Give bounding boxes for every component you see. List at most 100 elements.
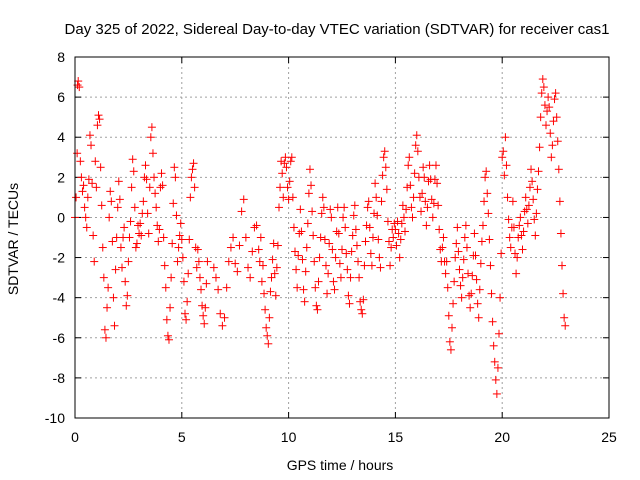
data-point — [465, 291, 474, 300]
data-point — [413, 147, 422, 156]
data-point — [497, 249, 506, 258]
y-tick-label: 4 — [57, 129, 65, 145]
data-point — [411, 141, 420, 150]
data-point — [191, 243, 200, 252]
data-point — [341, 223, 350, 232]
data-point — [312, 301, 321, 310]
data-point — [475, 285, 484, 294]
data-point — [559, 289, 568, 298]
data-point — [309, 231, 318, 240]
data-point — [366, 249, 375, 258]
data-point — [372, 193, 381, 202]
data-point — [83, 193, 92, 202]
data-point — [484, 209, 493, 218]
data-point — [122, 301, 131, 310]
data-point — [110, 321, 119, 330]
data-point — [92, 183, 101, 192]
data-point — [444, 311, 453, 320]
data-point — [233, 267, 242, 276]
data-point — [504, 215, 513, 224]
x-tick-label: 0 — [71, 429, 79, 445]
data-point — [114, 177, 123, 186]
data-point — [231, 259, 240, 268]
data-point — [481, 173, 490, 182]
data-point — [222, 283, 231, 292]
data-point — [397, 219, 406, 228]
data-point — [466, 303, 475, 312]
data-point — [501, 133, 510, 142]
data-point — [555, 197, 564, 206]
data-point — [325, 239, 334, 248]
data-point — [536, 113, 545, 122]
data-point — [159, 233, 168, 242]
plot-frame — [74, 56, 610, 419]
data-point — [239, 195, 248, 204]
data-point — [211, 273, 220, 282]
data-point — [200, 319, 209, 328]
data-point — [101, 333, 110, 342]
data-point — [244, 263, 253, 272]
data-point — [141, 161, 150, 170]
data-point — [419, 163, 428, 172]
data-point — [250, 223, 259, 232]
data-point — [310, 257, 319, 266]
data-point — [291, 247, 300, 256]
data-point — [173, 257, 182, 266]
data-point — [155, 225, 164, 234]
data-point — [352, 241, 361, 250]
data-point — [527, 165, 536, 174]
data-point — [84, 175, 93, 184]
data-point — [124, 257, 133, 266]
data-point — [171, 173, 180, 182]
data-point — [434, 201, 443, 210]
data-point — [303, 219, 312, 228]
data-point — [126, 217, 135, 226]
data-point — [172, 211, 181, 220]
data-point — [271, 291, 280, 300]
data-point — [545, 103, 554, 112]
x-tick-label: 20 — [494, 429, 510, 445]
data-point — [201, 303, 210, 312]
data-point — [493, 363, 502, 372]
data-point — [257, 277, 266, 286]
data-point — [108, 237, 117, 246]
data-point — [380, 147, 389, 156]
data-point — [402, 205, 411, 214]
data-point — [405, 153, 414, 162]
data-point — [399, 213, 408, 222]
data-point — [460, 233, 469, 242]
data-point — [198, 301, 207, 310]
data-point — [361, 237, 370, 246]
data-point — [373, 211, 382, 220]
data-point — [284, 195, 293, 204]
data-point — [237, 207, 246, 216]
data-point — [255, 257, 264, 266]
data-point — [103, 303, 112, 312]
data-point — [448, 323, 457, 332]
data-point — [235, 241, 244, 250]
data-point — [256, 233, 265, 242]
data-point — [261, 305, 270, 314]
data-point — [476, 259, 485, 268]
data-point — [96, 163, 105, 172]
data-point — [441, 269, 450, 278]
data-point — [494, 329, 503, 338]
data-point — [453, 223, 462, 232]
data-point — [252, 221, 261, 230]
data-point — [161, 283, 170, 292]
data-point — [289, 223, 298, 232]
data-point — [431, 161, 440, 170]
data-point — [546, 129, 555, 138]
data-point — [137, 231, 146, 240]
data-point — [533, 185, 542, 194]
data-point — [367, 261, 376, 270]
data-point — [457, 293, 466, 302]
data-point — [278, 169, 287, 178]
data-point — [178, 253, 187, 262]
data-point — [214, 285, 223, 294]
data-point — [523, 219, 532, 228]
data-point — [537, 89, 546, 98]
data-point — [553, 137, 562, 146]
x-tick-label: 10 — [281, 429, 297, 445]
data-point — [74, 77, 83, 86]
